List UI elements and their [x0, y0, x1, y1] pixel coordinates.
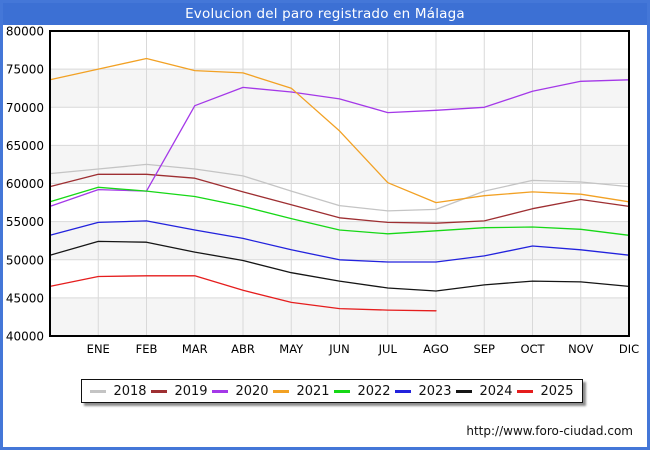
- y-axis-tick-label: 40000: [6, 330, 44, 344]
- legend-label: 2021: [296, 383, 330, 399]
- x-axis-tick-label: FEB: [136, 342, 158, 356]
- y-axis-tick-label: 45000: [6, 291, 44, 305]
- series-line-2018: [49, 163, 630, 212]
- legend-item-2018: 2018: [90, 383, 147, 399]
- series-line-2021: [49, 57, 630, 204]
- legend-label: 2022: [357, 383, 391, 399]
- line-chart: 80000 75000 70000 65000 60000 55000 50000 45000…: [6, 25, 639, 357]
- x-axis-tick-label: SEP: [473, 342, 495, 356]
- series-line-2024: [49, 240, 630, 292]
- footer-url: http://www.foro-ciudad.com: [466, 424, 633, 438]
- legend-item-2019: 2019: [151, 383, 208, 399]
- series-line-2022: [49, 186, 630, 236]
- x-axis-tick-label: DIC: [619, 342, 639, 356]
- legend-item-2023: 2023: [395, 383, 452, 399]
- x-axis-tick-label: NOV: [568, 342, 593, 356]
- legend-swatch-2019: [151, 389, 168, 393]
- x-axis-tick-label: JUL: [378, 342, 398, 356]
- y-axis-tick-label: 50000: [6, 253, 44, 267]
- legend-label: 2018: [113, 383, 147, 399]
- legend-swatch-2018: [90, 389, 107, 393]
- x-axis-tick-label: ENE: [87, 342, 110, 356]
- chart-title: Evolucion del paro registrado en Málaga: [185, 6, 465, 22]
- footer: http://www.foro-ciudad.com: [466, 424, 633, 438]
- legend-swatch-2020: [212, 389, 229, 393]
- y-axis-tick-label: 70000: [6, 101, 44, 115]
- x-axis-tick-label: OCT: [520, 342, 545, 356]
- series-line-2019: [49, 173, 630, 224]
- legend-item-2025: 2025: [517, 383, 574, 399]
- legend-item-2022: 2022: [334, 383, 391, 399]
- y-axis-tick-label: 65000: [6, 139, 44, 153]
- series-line-2025: [49, 275, 437, 312]
- legend-swatch-2023: [395, 389, 412, 393]
- y-axis-tick-label: 80000: [6, 25, 44, 39]
- legend-label: 2025: [540, 383, 574, 399]
- plot-border: [49, 30, 630, 337]
- y-axis-tick-label: 75000: [6, 63, 44, 77]
- legend-label: 2024: [479, 383, 513, 399]
- legend-label: 2019: [174, 383, 208, 399]
- x-axis-tick-label: ABR: [231, 342, 255, 356]
- legend-item-2021: 2021: [273, 383, 330, 399]
- legend: 2018 2019 2020 2021 2022 2023 2024 2025: [81, 379, 583, 403]
- legend-swatch-2021: [273, 389, 290, 393]
- legend-swatch-2024: [456, 389, 473, 393]
- title-bar: Evolucion del paro registrado en Málaga: [3, 3, 647, 25]
- x-axis-tick-label: MAY: [279, 342, 304, 356]
- legend-item-2024: 2024: [456, 383, 513, 399]
- x-axis-tick-label: JUN: [328, 342, 349, 356]
- series-line-2023: [49, 220, 630, 263]
- x-axis-tick-label: AGO: [423, 342, 449, 356]
- legend-item-2020: 2020: [212, 383, 269, 399]
- legend-label: 2023: [418, 383, 452, 399]
- legend-swatch-2022: [334, 389, 351, 393]
- y-axis-tick-label: 60000: [6, 177, 44, 191]
- legend-label: 2020: [235, 383, 269, 399]
- y-axis-tick-label: 55000: [6, 215, 44, 229]
- x-axis-tick-label: MAR: [182, 342, 208, 356]
- legend-swatch-2025: [517, 389, 534, 393]
